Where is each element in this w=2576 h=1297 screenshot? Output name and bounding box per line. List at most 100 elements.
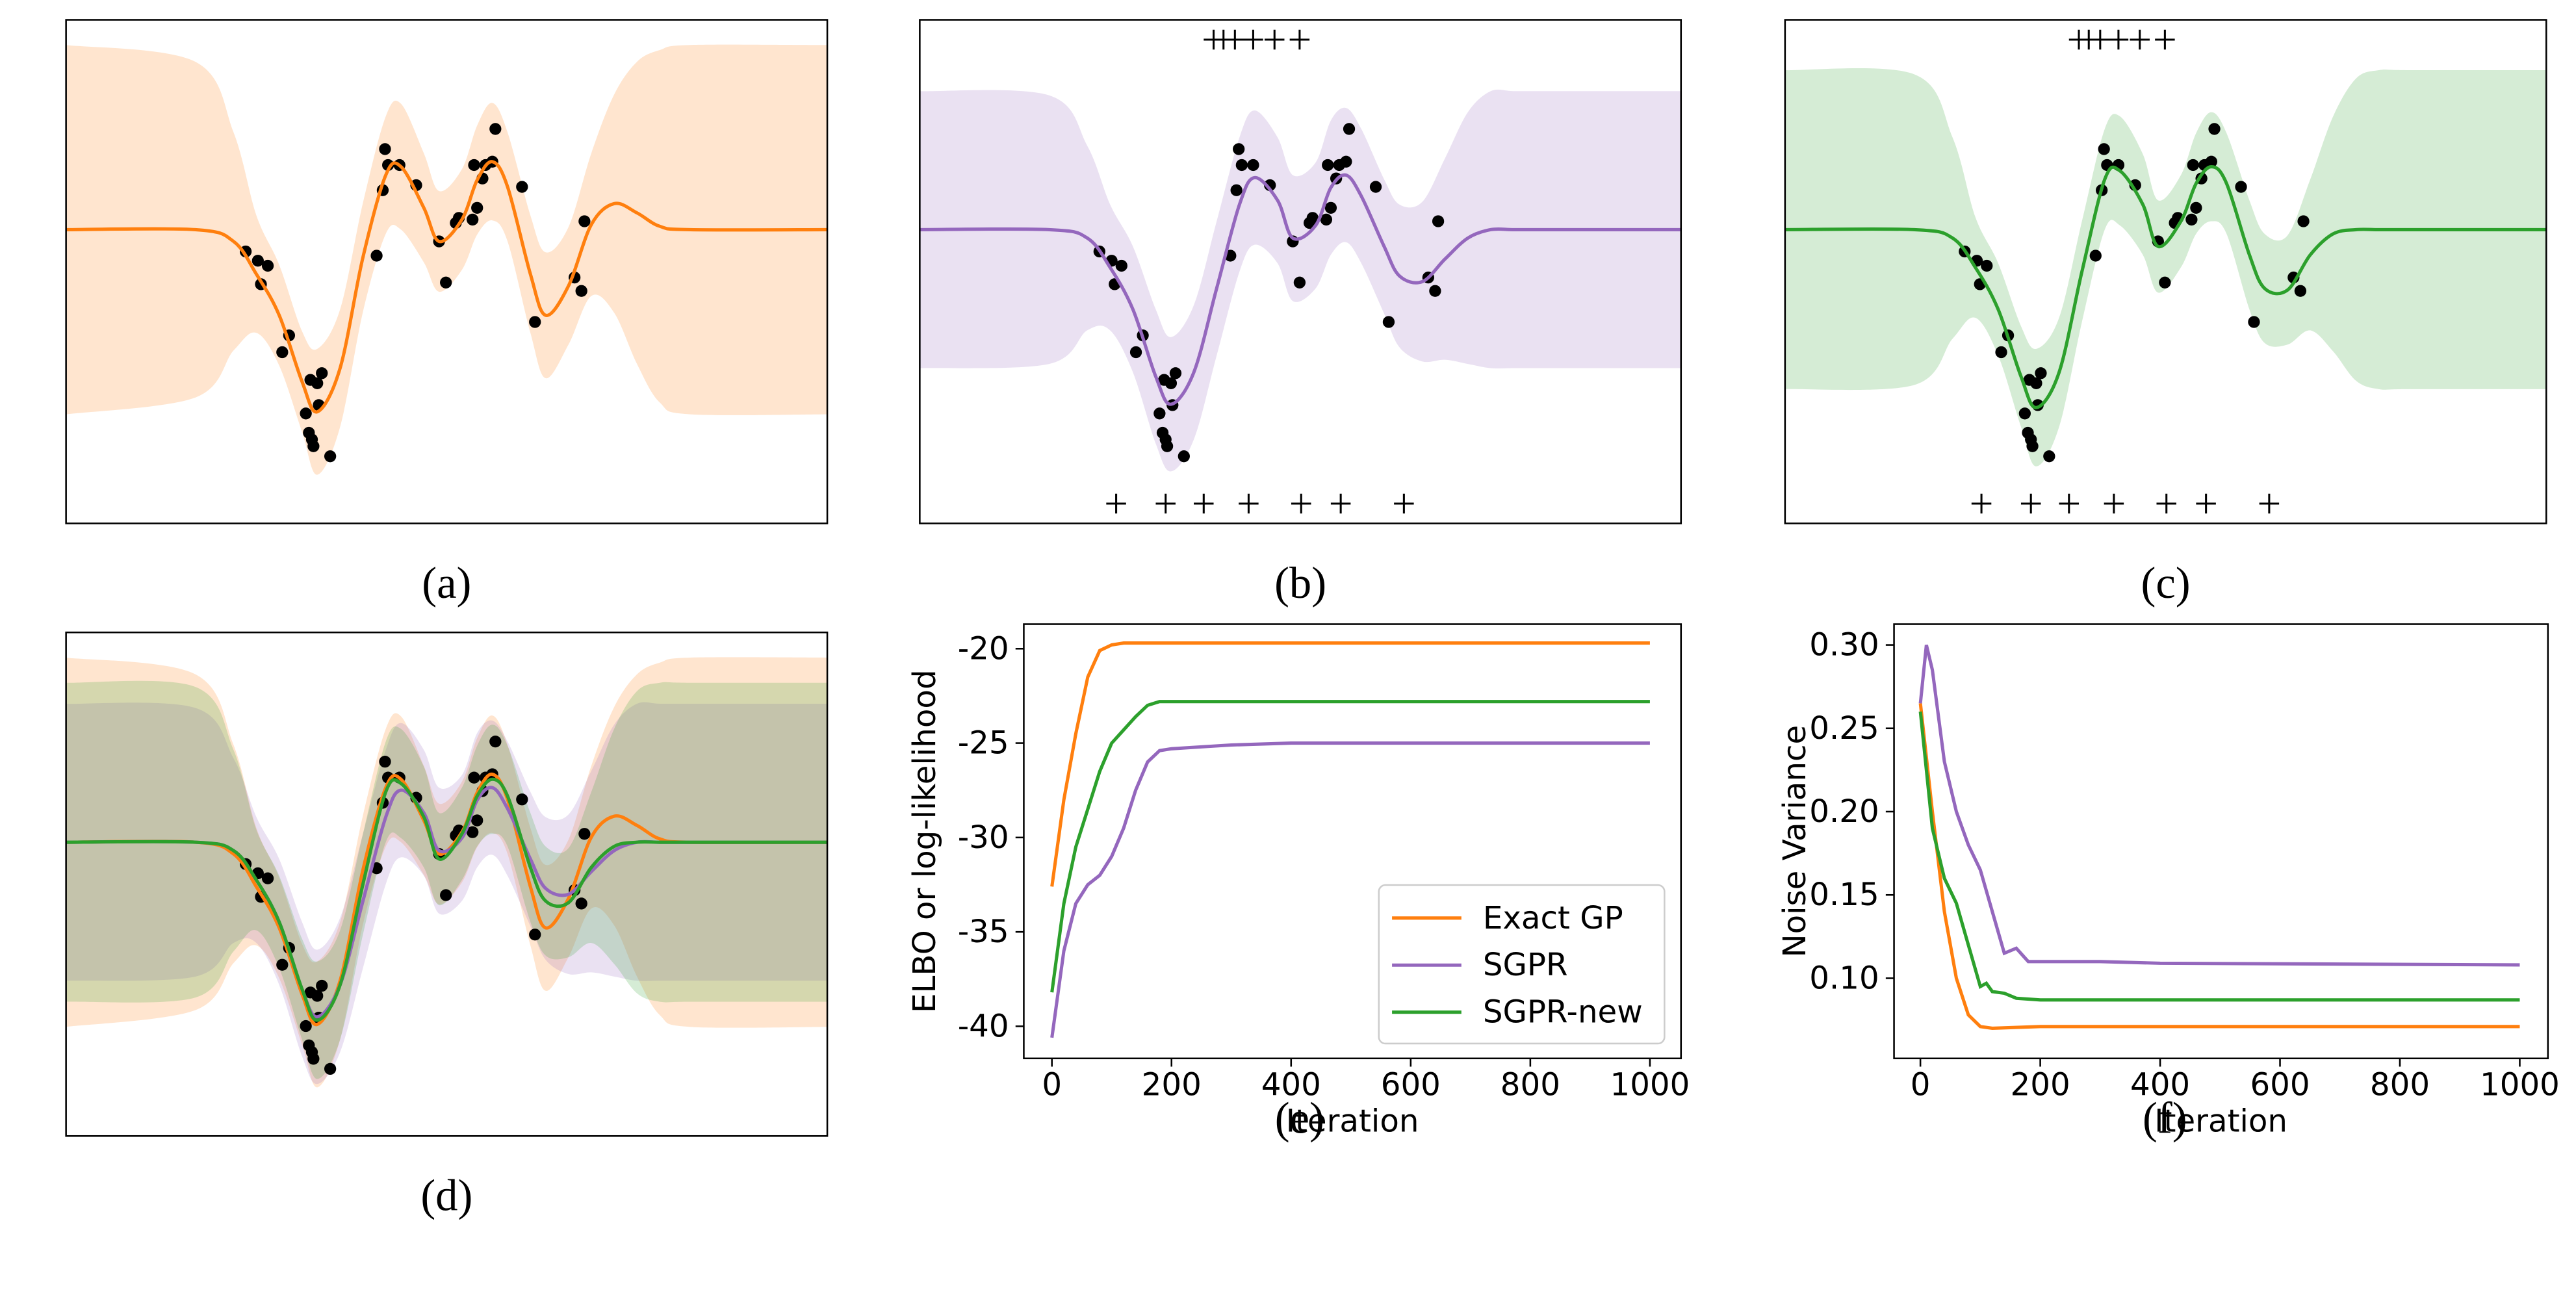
observation-point <box>2294 285 2307 297</box>
observation-point <box>1322 159 1334 172</box>
observation-point <box>468 771 480 784</box>
observation-point <box>467 213 479 226</box>
observation-point <box>489 735 502 748</box>
observation-point <box>578 215 591 227</box>
observation-point <box>1293 276 1306 289</box>
observation-point <box>307 440 320 452</box>
observation-point <box>468 159 480 172</box>
x-axis-label: Iteration <box>1286 1103 1419 1139</box>
axes-frame <box>1893 623 2549 1060</box>
inducing-point <box>1394 493 1414 514</box>
y-tick-label: 0.10 <box>1809 960 1879 996</box>
observation-point <box>1233 143 1245 155</box>
observation-point <box>1306 212 1319 224</box>
x-tick-label: 0 <box>1911 1066 1931 1103</box>
inducing-point <box>1155 493 1176 514</box>
observation-point <box>276 346 289 359</box>
y-tick-label: 0.15 <box>1809 877 1879 913</box>
observation-point <box>1129 346 1142 359</box>
legend-label: SGPR <box>1483 947 1568 983</box>
observation-point <box>311 377 324 389</box>
series-line <box>1050 741 1650 1038</box>
inducing-point <box>2196 493 2216 514</box>
plot-frame <box>65 19 829 524</box>
inducing-point <box>2090 29 2111 50</box>
inducing-point <box>1264 29 1285 50</box>
inducing-point <box>1291 493 1311 514</box>
caption: (a) <box>422 558 471 608</box>
observation-point <box>2159 276 2171 289</box>
observation-point <box>2018 407 2031 420</box>
legend-label: Exact GP <box>1483 900 1623 936</box>
observation-point <box>1169 367 1182 379</box>
observation-point <box>261 872 274 884</box>
observation-point <box>316 979 328 992</box>
observation-point <box>251 255 264 267</box>
observation-point <box>261 259 274 272</box>
observation-point <box>370 250 383 262</box>
y-tick-label: -35 <box>958 914 1009 950</box>
observation-point <box>2190 201 2202 214</box>
observation-point <box>467 826 479 838</box>
observation-point <box>2043 450 2055 463</box>
caption: (c) <box>2141 558 2190 608</box>
observation-point <box>578 828 591 840</box>
x-tick-label: 400 <box>1261 1066 1321 1103</box>
series-line <box>1918 711 2520 1002</box>
x-tick-label: 600 <box>1381 1066 1441 1103</box>
observation-point <box>575 285 587 297</box>
observation-point <box>324 1062 337 1075</box>
inducing-point <box>2020 493 2041 514</box>
y-axis-label: Noise Variance <box>1777 725 1813 958</box>
inducing-point <box>2130 29 2150 50</box>
observation-point <box>1115 259 1127 272</box>
observation-point <box>1343 123 1356 135</box>
y-tick-label: -30 <box>958 819 1009 856</box>
x-tick-label: 1000 <box>1610 1066 1690 1103</box>
inducing-point <box>1243 29 1263 50</box>
observation-point <box>1324 201 1337 214</box>
observation-point <box>2205 155 2217 168</box>
observation-point <box>300 1020 312 1033</box>
observation-point <box>1235 159 1248 172</box>
observation-point <box>2248 316 2260 328</box>
mean-line <box>66 772 828 1026</box>
observation-point <box>1165 377 1178 389</box>
x-tick-label: 800 <box>1501 1066 1560 1103</box>
legend-label: SGPR-new <box>1483 994 1643 1031</box>
x-tick-label: 400 <box>2130 1066 2190 1103</box>
y-tick-label: 0.25 <box>1809 710 1879 747</box>
observation-point <box>2185 213 2198 226</box>
confidence-band <box>66 44 828 475</box>
mean-line <box>1784 165 2547 409</box>
observation-point <box>1369 181 1382 193</box>
inducing-point <box>1194 493 1214 514</box>
inducing-point <box>2104 493 2124 514</box>
series-line <box>1918 644 2520 967</box>
y-tick-label: -25 <box>958 725 1009 762</box>
y-tick-label: -20 <box>958 630 1009 667</box>
observation-point <box>2089 250 2102 262</box>
observation-point <box>276 958 289 971</box>
x-tick-label: 800 <box>2370 1066 2430 1103</box>
caption: (f) <box>2143 1093 2187 1142</box>
observation-point <box>2098 143 2110 155</box>
observation-point <box>307 1053 320 1065</box>
inducing-point <box>2059 493 2080 514</box>
observation-point <box>489 123 502 135</box>
mean-line <box>66 160 828 414</box>
observation-point <box>2026 440 2039 452</box>
inducing-point <box>1971 493 1992 514</box>
observation-point <box>316 367 328 379</box>
series-line <box>1050 700 1650 993</box>
observation-point <box>2187 159 2199 172</box>
observation-point <box>575 897 587 910</box>
inducing-point <box>2155 29 2175 50</box>
legend-box <box>1378 884 1666 1045</box>
inducing-point <box>1239 493 1259 514</box>
observation-point <box>1432 215 1445 227</box>
observation-point <box>1153 407 1166 420</box>
caption: (b) <box>1274 558 1326 608</box>
